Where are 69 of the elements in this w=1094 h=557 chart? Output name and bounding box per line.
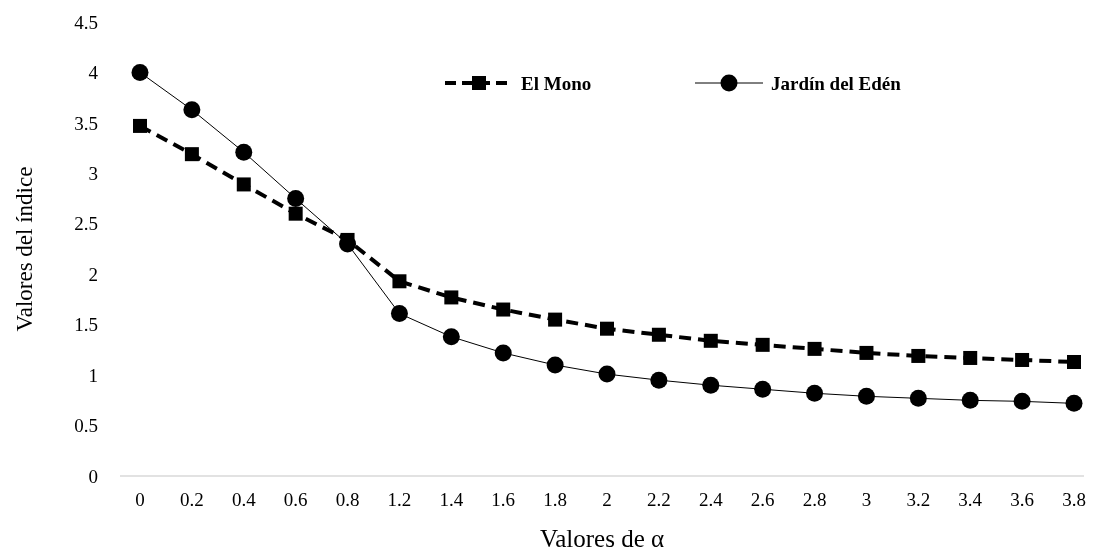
y-tick-label: 2.5 [74, 213, 98, 235]
point [1065, 394, 1083, 412]
point [600, 321, 614, 336]
point [444, 290, 459, 305]
y-tick-label: 1 [88, 364, 98, 386]
x-tick-label: 2.6 [750, 489, 775, 510]
point [442, 328, 460, 346]
legend-label: El Mono [521, 72, 592, 94]
point [754, 380, 772, 398]
point [651, 327, 666, 342]
point [287, 190, 305, 208]
point [857, 387, 875, 405]
point [546, 356, 564, 374]
x-tick-label: 3.4 [958, 489, 983, 510]
point [807, 341, 822, 356]
y-axis-title: Valores del índice [12, 166, 37, 332]
point [548, 312, 563, 327]
point [911, 348, 926, 363]
point [961, 391, 979, 409]
point [235, 143, 253, 161]
point [963, 350, 978, 365]
y-tick-label: 4.5 [74, 11, 98, 33]
y-tick-label: 2 [88, 263, 98, 285]
y-tick-label: 4 [88, 62, 99, 84]
x-tick-label: 1.2 [387, 489, 412, 510]
point [131, 63, 149, 81]
point [133, 118, 147, 133]
x-tick-label: 0.8 [335, 489, 360, 510]
x-tick-label: 0.4 [231, 489, 257, 510]
point [496, 302, 511, 317]
y-tick-label: 0.5 [74, 415, 98, 437]
point [702, 376, 720, 394]
legend-label: Jardín del Edén [771, 72, 902, 94]
point [288, 206, 303, 221]
x-tick-label: 3 [861, 489, 872, 510]
x-tick-label: 2.4 [698, 489, 724, 510]
x-tick-label: 2 [602, 489, 612, 510]
x-tick-label: 2.2 [647, 489, 671, 510]
x-tick-label: 0.6 [283, 489, 308, 510]
x-tick-label: 0 [135, 489, 145, 510]
x-axis-title: Valores de α [539, 525, 665, 552]
point [1015, 352, 1030, 367]
point [859, 345, 874, 360]
point [1013, 392, 1031, 410]
y-tick-label: 3 [88, 162, 98, 184]
x-tick-label: 1.8 [543, 489, 567, 510]
point [598, 365, 616, 383]
x-tick-label: 3.6 [1010, 489, 1034, 510]
y-tick-label: 0 [88, 465, 98, 487]
point [390, 305, 408, 323]
y-tick-label: 1.5 [74, 314, 98, 336]
point [236, 177, 251, 192]
point [184, 147, 199, 162]
point [909, 389, 927, 407]
x-tick-label: 3.2 [906, 489, 931, 510]
x-tick-label: 2.8 [802, 489, 827, 510]
point [703, 333, 718, 348]
point [1067, 355, 1081, 369]
point [806, 384, 824, 402]
point [183, 101, 201, 119]
y-tick-label: 3.5 [74, 112, 98, 134]
point [755, 337, 770, 352]
point [650, 371, 668, 389]
x-tick-label: 1.6 [491, 489, 516, 510]
point [494, 344, 512, 362]
x-tick-label: 3.8 [1062, 489, 1086, 510]
x-tick-label: 0.2 [180, 489, 204, 510]
point [392, 274, 407, 289]
x-tick-label: 1.4 [439, 489, 464, 510]
